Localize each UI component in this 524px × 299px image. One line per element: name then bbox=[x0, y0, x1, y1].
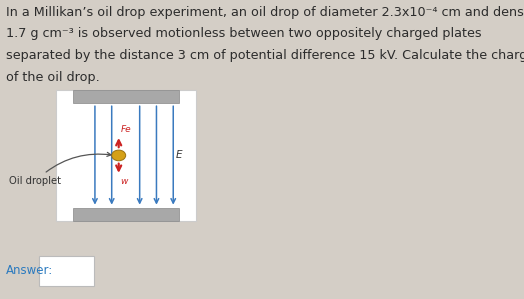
Text: Answer:: Answer: bbox=[6, 264, 53, 277]
Text: separated by the distance 3 cm of potential difference 15 kV. Calculate the char: separated by the distance 3 cm of potent… bbox=[6, 49, 524, 62]
Text: w: w bbox=[120, 177, 128, 186]
Text: 1.7 g cm⁻³ is observed motionless between two oppositely charged plates: 1.7 g cm⁻³ is observed motionless betwee… bbox=[6, 28, 482, 40]
Text: Fe: Fe bbox=[120, 125, 131, 134]
Bar bbox=[72, 208, 179, 221]
Text: Oil droplet: Oil droplet bbox=[9, 152, 111, 187]
Circle shape bbox=[112, 150, 126, 161]
Bar bbox=[72, 90, 179, 103]
Bar bbox=[56, 90, 195, 221]
Text: E: E bbox=[176, 150, 182, 161]
Text: In a Millikan’s oil drop experiment, an oil drop of diameter 2.3x10⁻⁴ cm and den: In a Millikan’s oil drop experiment, an … bbox=[6, 6, 524, 19]
Text: of the oil drop.: of the oil drop. bbox=[6, 71, 100, 84]
Bar bbox=[39, 256, 94, 286]
